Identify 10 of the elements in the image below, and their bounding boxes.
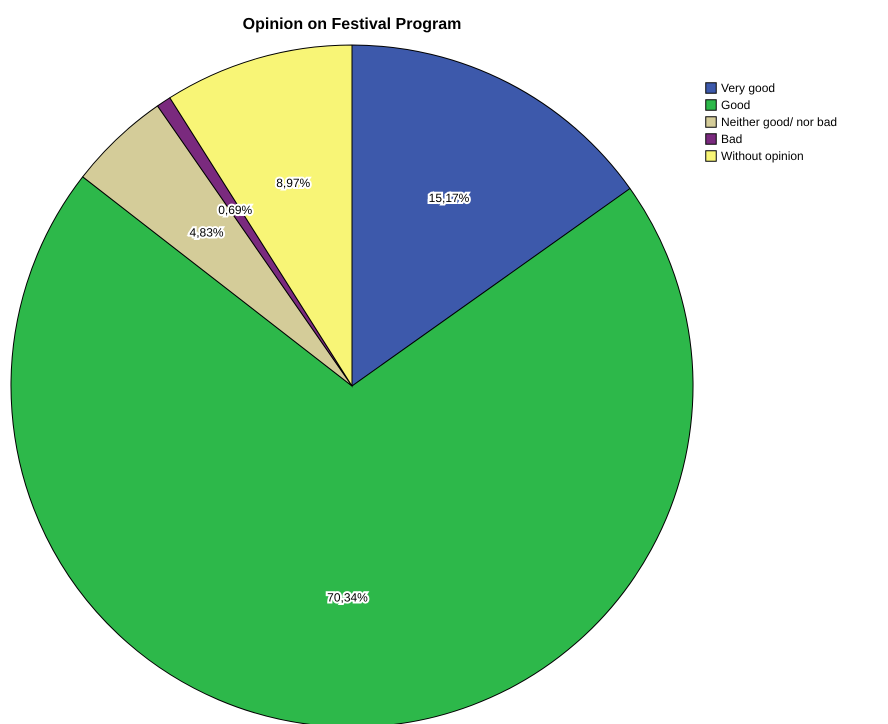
data-label: 15,17%: [428, 191, 470, 206]
legend-label: Very good: [721, 81, 776, 95]
chart-title: Opinion on Festival Program: [242, 16, 462, 33]
data-label: 4,83%: [190, 226, 224, 240]
data-label: 8,97%: [276, 176, 311, 190]
legend-label: Bad: [721, 132, 742, 146]
legend-label: Good: [721, 98, 750, 112]
data-label: 70,34%: [327, 590, 368, 604]
legend-label: Without opinion: [721, 149, 804, 163]
legend-label: Neither good/ nor bad: [721, 115, 838, 129]
